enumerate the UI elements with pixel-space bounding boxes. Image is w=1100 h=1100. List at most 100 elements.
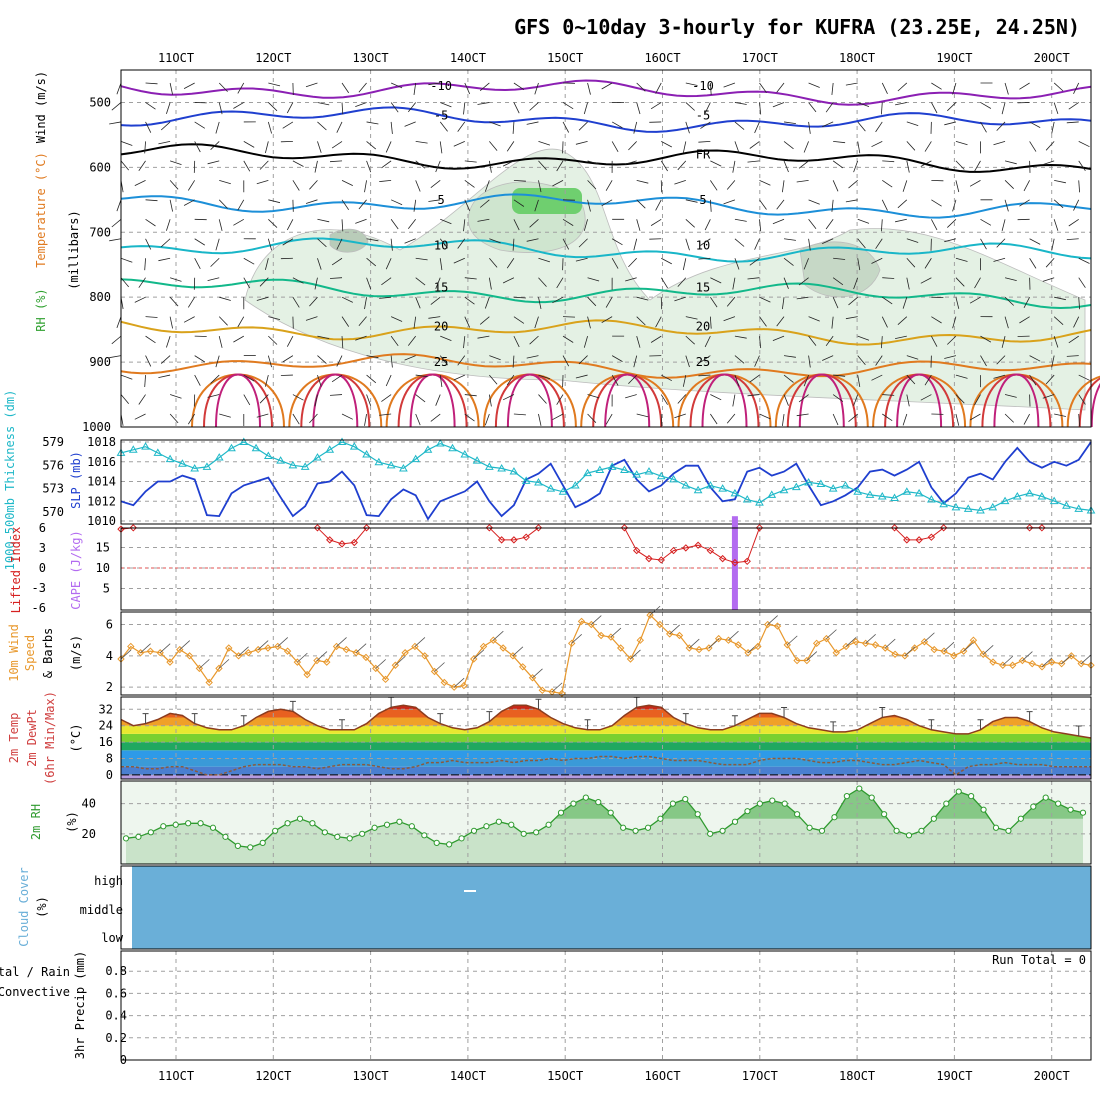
wind-barb: [974, 277, 981, 289]
wind-barb: [845, 316, 858, 320]
wind-speed-marker: [499, 644, 507, 652]
wind-barb: [881, 219, 883, 232]
wind-barb: [808, 102, 817, 113]
wind-barb: [710, 296, 718, 308]
wind-barb: [881, 102, 883, 115]
wind-barb: [109, 355, 122, 359]
wind-barb: [145, 121, 152, 133]
wind-barb: [120, 277, 130, 288]
wind-barb: [439, 121, 448, 132]
cape-tick-label: 5: [103, 582, 110, 596]
wind-barb: [875, 355, 883, 366]
wind-barb: [650, 218, 662, 226]
wind-barb: [489, 355, 501, 361]
wind-barb: [256, 413, 269, 418]
wind-speed-marker: [293, 658, 302, 666]
upper-air-ylabel-temperature: Temperature (°C): [34, 152, 48, 268]
rh-ylabel-unit: (%): [65, 811, 79, 833]
upper-air-ylabel-pressure: (millibars): [67, 210, 81, 289]
top-date-label: 13OCT: [353, 51, 389, 65]
wind-barb: [759, 336, 762, 349]
rh-marker: [1079, 809, 1087, 816]
wind-barb: [243, 394, 251, 406]
wind-speed-marker: [1057, 659, 1066, 668]
thickness-marker: [816, 479, 826, 487]
wind-barb: [902, 180, 908, 192]
top-date-label: 16OCT: [644, 51, 680, 65]
rh-marker: [147, 829, 154, 836]
wind-barb: [732, 394, 736, 407]
wind-barb: [980, 218, 992, 226]
wind-barb: [710, 413, 718, 425]
wind-barb: [120, 394, 130, 404]
wind-barb: [479, 316, 490, 325]
rh-marker: [185, 820, 192, 827]
thickness-marker: [1012, 491, 1022, 500]
wind-barb: [897, 199, 908, 209]
pressure-tick-label: 900: [89, 355, 111, 369]
wind-barb: [906, 257, 916, 268]
surface-wind-barb: [865, 634, 876, 644]
surface-wind-barb: [512, 646, 524, 657]
slp-tick-label: 1018: [87, 435, 116, 449]
rh-marker: [918, 827, 925, 834]
wind-barb: [980, 102, 992, 109]
wind-speed-marker: [166, 658, 174, 666]
thickness-marker: [718, 484, 728, 492]
wind-barb: [440, 218, 452, 225]
wind-barb: [158, 141, 171, 145]
wind-speed-marker: [362, 653, 370, 662]
rh-marker: [905, 832, 913, 839]
wind-barb: [538, 374, 551, 380]
wind-barb: [931, 335, 938, 347]
wind-barb: [506, 141, 515, 152]
wind-barb: [776, 82, 785, 93]
wind-barb: [611, 121, 623, 129]
thickness-marker: [583, 468, 592, 477]
wind-barb: [169, 296, 179, 307]
wind-barb: [538, 297, 542, 309]
wind-barb: [832, 160, 844, 169]
wind-barb: [1053, 219, 1059, 231]
wind-speed-marker: [783, 641, 791, 649]
surface-wind-barb: [493, 630, 504, 641]
rh-marker: [1017, 815, 1024, 822]
wind-barb: [875, 121, 883, 133]
wind-barb: [895, 218, 907, 223]
wind-barb: [529, 218, 539, 228]
wind-barb: [1029, 238, 1041, 245]
wind-speed-marker: [597, 631, 605, 640]
wind-barb: [783, 257, 794, 266]
wind-barb: [144, 375, 146, 388]
wind-barb: [502, 277, 515, 284]
surface-wind-barb: [551, 682, 563, 693]
wind-barb: [1004, 82, 1009, 95]
li-tick-label: 3: [39, 541, 46, 555]
temp-band: [121, 750, 1091, 759]
wind-speed-marker: [303, 670, 311, 679]
wind-barb: [267, 355, 272, 368]
li-marker: [362, 524, 371, 532]
wind-barb: [924, 374, 932, 386]
wind-barb: [218, 336, 223, 348]
wind-barb: [145, 218, 156, 227]
wind-barb: [404, 238, 416, 244]
rh-marker: [259, 839, 266, 846]
wind-barb: [488, 277, 492, 290]
surface-wind-barb: [1061, 654, 1072, 664]
wind-speed-marker: [127, 642, 135, 651]
wind-barb: [256, 179, 269, 185]
li-marker: [939, 524, 948, 532]
wind-barb: [457, 355, 466, 366]
wind-speed-marker: [616, 644, 625, 652]
wind-barb: [237, 316, 245, 328]
wind-speed-marker: [773, 622, 782, 630]
wind-barb: [1004, 160, 1017, 165]
wind-barb: [709, 199, 712, 212]
wind-speed-marker: [1028, 659, 1036, 668]
wind-barb: [996, 355, 1006, 365]
thickness-marker: [435, 439, 445, 447]
wind-barb: [317, 121, 327, 131]
surface-wind-barb: [963, 641, 974, 652]
rh-marker: [744, 808, 751, 815]
